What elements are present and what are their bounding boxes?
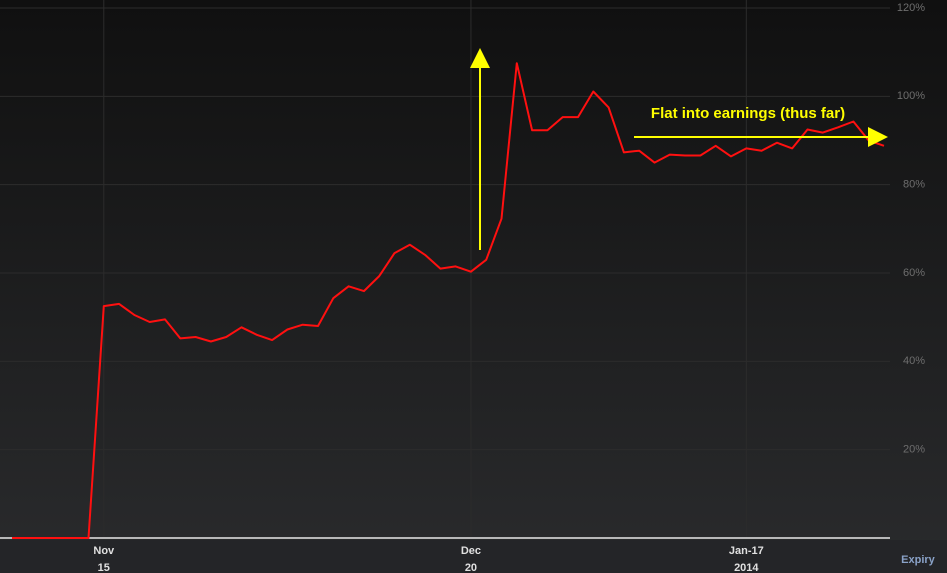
x-tick-label: 15 bbox=[98, 562, 110, 573]
x-tick-label: 20 bbox=[465, 562, 477, 573]
y-tick-label: 20% bbox=[903, 444, 925, 456]
y-tick-label: 120% bbox=[897, 2, 925, 14]
x-tick-label: Jan-17 bbox=[729, 545, 764, 557]
y-tick-label: 80% bbox=[903, 179, 925, 191]
x-tick-label: 2014 bbox=[734, 562, 759, 573]
x-axis-band bbox=[0, 540, 947, 573]
x-axis-label: Expiry bbox=[901, 554, 936, 566]
y-tick-label: 40% bbox=[903, 355, 925, 367]
x-tick-label: Nov bbox=[93, 545, 115, 557]
y-tick-label: 100% bbox=[897, 90, 925, 102]
x-tick-label: Dec bbox=[461, 545, 481, 557]
line bbox=[12, 62, 885, 539]
y-tick-label: 60% bbox=[903, 267, 925, 279]
annotation: Flat into earnings (thus far) bbox=[651, 105, 845, 122]
